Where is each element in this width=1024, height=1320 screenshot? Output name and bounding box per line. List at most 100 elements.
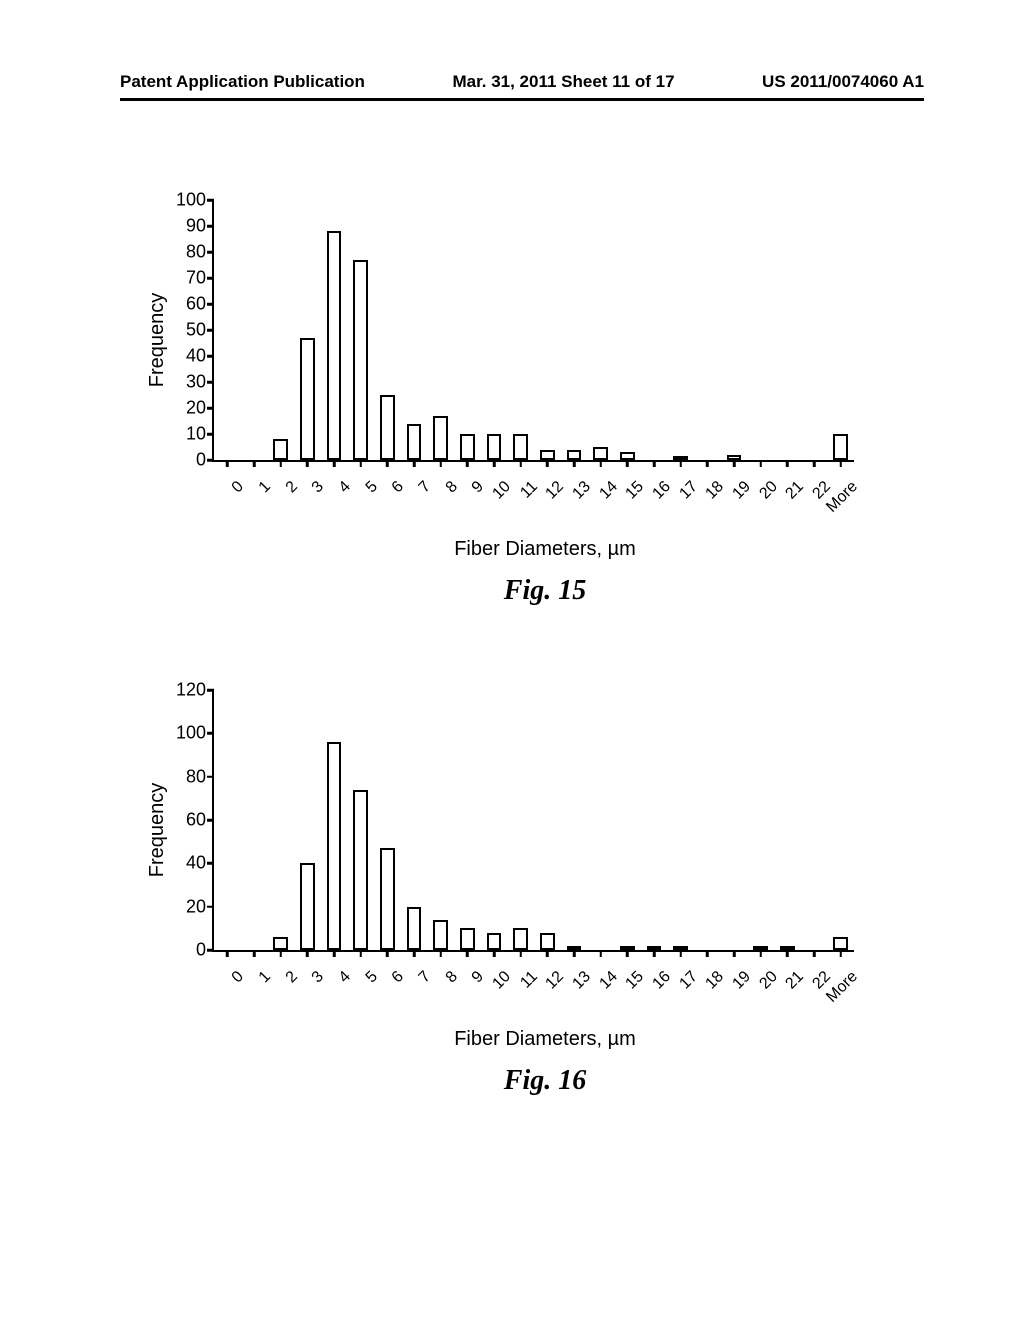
bar — [460, 434, 475, 460]
bar — [513, 434, 528, 460]
bar — [433, 920, 448, 950]
x-tick-mark — [413, 460, 416, 467]
fig16-xlabel: Fiber Diameters, µm — [190, 1028, 900, 1051]
y-tick-mark — [207, 277, 214, 280]
y-tick-mark — [207, 689, 214, 692]
x-tick-mark — [706, 460, 709, 467]
x-tick-mark — [466, 950, 469, 957]
y-tick-mark — [207, 251, 214, 254]
y-tick-mark — [207, 329, 214, 332]
y-tick-label: 60 — [154, 294, 206, 315]
header-left: Patent Application Publication — [120, 72, 365, 92]
x-tick-mark — [279, 950, 282, 957]
x-tick-mark — [253, 460, 256, 467]
bar — [620, 452, 635, 460]
x-tick-mark — [679, 950, 682, 957]
bar — [487, 434, 502, 460]
y-tick-label: 40 — [154, 346, 206, 367]
bar — [593, 447, 608, 460]
y-tick-mark — [207, 303, 214, 306]
bar — [327, 231, 342, 460]
x-tick-mark — [706, 950, 709, 957]
fig16-plot: 0204060801001200123456789101112131415161… — [212, 690, 854, 952]
bar — [353, 790, 368, 950]
bar — [407, 907, 422, 950]
bar — [433, 416, 448, 460]
bar — [513, 928, 528, 950]
bar — [833, 434, 848, 460]
bar — [300, 338, 315, 460]
x-tick-mark — [253, 950, 256, 957]
x-tick-mark — [493, 460, 496, 467]
bar — [380, 848, 395, 950]
y-tick-mark — [207, 732, 214, 735]
y-tick-mark — [207, 433, 214, 436]
x-tick-mark — [733, 950, 736, 957]
x-tick-mark — [439, 460, 442, 467]
x-tick-mark — [786, 460, 789, 467]
bar — [673, 456, 688, 460]
x-tick-mark — [733, 460, 736, 467]
page: Patent Application Publication Mar. 31, … — [0, 0, 1024, 1320]
x-tick-mark — [226, 950, 229, 957]
x-tick-mark — [786, 950, 789, 957]
bar — [273, 937, 288, 950]
y-tick-label: 20 — [154, 398, 206, 419]
fig16-chart: Frequency 020406080100120012345678910111… — [120, 690, 900, 970]
x-tick-mark — [573, 460, 576, 467]
bar — [833, 937, 848, 950]
y-tick-label: 50 — [154, 320, 206, 341]
x-tick-mark — [626, 950, 629, 957]
fig16-block: Frequency 020406080100120012345678910111… — [120, 690, 900, 1097]
fig16-title: Fig. 16 — [190, 1065, 900, 1097]
header-right: US 2011/0074060 A1 — [762, 72, 924, 92]
x-tick-mark — [439, 950, 442, 957]
x-tick-mark — [759, 460, 762, 467]
y-tick-label: 30 — [154, 372, 206, 393]
bar — [727, 455, 742, 460]
y-tick-mark — [207, 355, 214, 358]
x-tick-mark — [679, 460, 682, 467]
x-tick-mark — [599, 460, 602, 467]
y-tick-mark — [207, 862, 214, 865]
x-tick-mark — [493, 950, 496, 957]
bar — [540, 933, 555, 950]
y-tick-label: 70 — [154, 268, 206, 289]
bar — [780, 946, 795, 950]
bar — [380, 395, 395, 460]
bar — [567, 946, 582, 950]
bar — [487, 933, 502, 950]
y-tick-label: 80 — [154, 766, 206, 787]
y-tick-label: 100 — [154, 723, 206, 744]
y-tick-label: 120 — [154, 680, 206, 701]
fig15-block: Frequency 010203040506070809010001234567… — [120, 200, 900, 607]
x-tick-mark — [813, 950, 816, 957]
bar — [300, 863, 315, 950]
bar — [753, 946, 768, 950]
bar — [540, 450, 555, 460]
y-tick-label: 80 — [154, 242, 206, 263]
x-tick-mark — [546, 460, 549, 467]
x-tick-mark — [546, 950, 549, 957]
y-tick-mark — [207, 949, 214, 952]
bar — [353, 260, 368, 460]
x-tick-mark — [333, 460, 336, 467]
x-tick-mark — [626, 460, 629, 467]
x-tick-mark — [359, 460, 362, 467]
x-tick-mark — [519, 950, 522, 957]
x-tick-mark — [653, 950, 656, 957]
y-tick-label: 0 — [154, 940, 206, 961]
y-tick-label: 0 — [154, 450, 206, 471]
y-tick-mark — [207, 407, 214, 410]
y-tick-label: 60 — [154, 810, 206, 831]
x-tick-mark — [359, 950, 362, 957]
x-tick-mark — [386, 460, 389, 467]
y-tick-mark — [207, 199, 214, 202]
bar — [567, 450, 582, 460]
x-tick-mark — [839, 460, 842, 467]
y-tick-label: 90 — [154, 216, 206, 237]
y-tick-mark — [207, 459, 214, 462]
y-tick-label: 40 — [154, 853, 206, 874]
x-tick-mark — [386, 950, 389, 957]
x-tick-mark — [279, 460, 282, 467]
